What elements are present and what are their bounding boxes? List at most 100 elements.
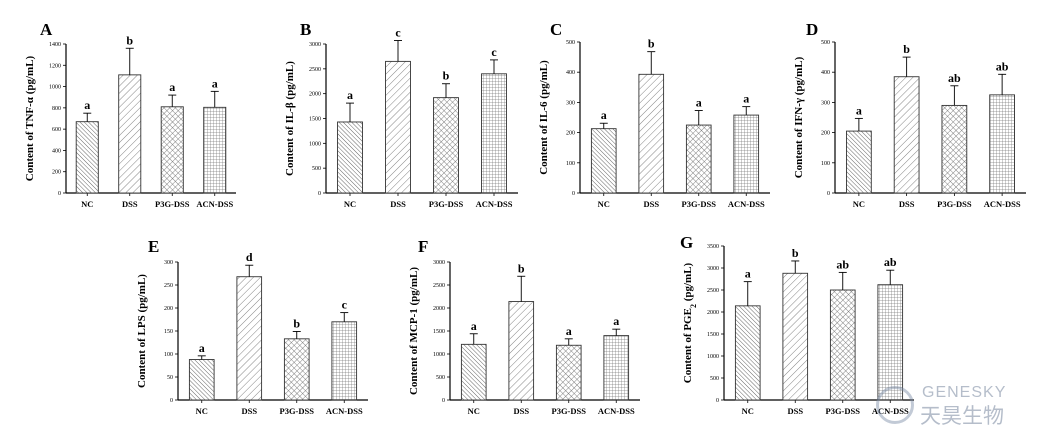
watermark-logo: GENESKY 天昊生物 xyxy=(872,382,1042,430)
y-tick-label: 400 xyxy=(566,70,575,76)
y-tick-label: 3000 xyxy=(433,260,445,266)
bar-dss xyxy=(385,60,411,194)
bar-nc xyxy=(75,121,99,194)
significance-letter: b xyxy=(903,42,910,56)
significance-letter: a xyxy=(745,267,751,281)
y-tick-label: 500 xyxy=(436,375,445,381)
panel-d: D Content of IFN-γ (pg/mL) 0 100 200 300 400 50… xyxy=(793,20,1026,209)
panel-e: E Content of LPS (pg/mL) 0 50 100 150 200 250 30… xyxy=(136,237,368,416)
y-tick-label: 100 xyxy=(164,352,173,358)
category-label: DSS xyxy=(513,406,529,416)
y-tick-label: 150 xyxy=(164,329,173,335)
y-tick-label: 500 xyxy=(566,40,575,46)
bar-dss xyxy=(236,276,263,401)
bar-dss xyxy=(638,73,665,194)
y-tick-label: 400 xyxy=(52,148,61,154)
y-tick-label: 300 xyxy=(164,260,173,266)
bar-nc xyxy=(337,121,363,194)
panel-letter: F xyxy=(418,237,428,256)
y-tick-label: 1000 xyxy=(49,85,61,91)
y-tick-label: 500 xyxy=(312,166,321,172)
panel-letter: E xyxy=(148,237,159,256)
y-axis-label: Content of IFN-γ (pg/mL) xyxy=(793,56,805,178)
panel-b: B Content of IL-β (pg/mL) 0 500 1000 1500 2000… xyxy=(284,20,518,209)
y-tick-label: 0 xyxy=(318,191,321,197)
significance-letter: b xyxy=(293,316,300,330)
bar-p3g-dss xyxy=(433,97,459,194)
y-tick-label: 2500 xyxy=(309,67,321,73)
significance-letter: ab xyxy=(836,257,849,271)
bar-acn-dss xyxy=(481,73,507,194)
panel-letter: G xyxy=(680,233,693,252)
significance-letter: d xyxy=(246,250,253,264)
bar-nc xyxy=(846,130,872,194)
panel-c: C Content of IL-6 (pg/mL) 0 100 200 300 400 500… xyxy=(538,20,770,209)
significance-letter: c xyxy=(395,26,401,40)
category-label: DSS xyxy=(390,199,406,209)
category-label: ACN-DSS xyxy=(984,199,1021,209)
significance-letter: a xyxy=(169,80,175,94)
category-label: ACN-DSS xyxy=(196,199,233,209)
y-tick-label: 1200 xyxy=(49,63,61,69)
category-label: P3G-DSS xyxy=(155,199,190,209)
watermark-text-cn: 天昊生物 xyxy=(920,404,1004,428)
category-label: NC xyxy=(598,199,610,209)
significance-letter: a xyxy=(856,103,862,117)
bar-acn-dss xyxy=(877,284,904,401)
category-label: ACN-DSS xyxy=(728,199,765,209)
y-tick-label: 0 xyxy=(827,191,830,197)
y-tick-label: 1400 xyxy=(49,42,61,48)
bar-acn-dss xyxy=(331,321,358,401)
y-tick-label: 1000 xyxy=(309,141,321,147)
significance-letter: a xyxy=(613,314,619,328)
y-tick-label: 200 xyxy=(821,131,830,137)
y-tick-label: 2500 xyxy=(707,288,719,294)
y-tick-label: 0 xyxy=(170,398,173,404)
bar-dss xyxy=(893,76,920,194)
significance-letter: a xyxy=(347,88,353,102)
significance-letter: a xyxy=(601,108,607,122)
y-tick-label: 3000 xyxy=(707,266,719,272)
y-tick-label: 1000 xyxy=(433,352,445,358)
y-tick-label: 0 xyxy=(58,191,61,197)
significance-letter: b xyxy=(126,33,133,47)
category-label: NC xyxy=(853,199,865,209)
y-axis-label: Content of IL-6 (pg/mL) xyxy=(538,60,550,175)
y-tick-label: 0 xyxy=(716,398,719,404)
significance-letter: c xyxy=(342,298,348,312)
significance-letter: a xyxy=(199,341,205,355)
bar-dss xyxy=(782,272,809,401)
significance-letter: ab xyxy=(884,255,897,269)
category-label: DSS xyxy=(787,406,803,416)
category-label: DSS xyxy=(241,406,257,416)
category-label: P3G-DSS xyxy=(552,406,587,416)
bar-nc xyxy=(590,128,617,194)
bar-dss xyxy=(508,301,535,401)
bar-p3g-dss xyxy=(555,344,582,401)
panel-letter: A xyxy=(40,20,53,39)
y-tick-label: 2000 xyxy=(707,310,719,316)
bar-acn-dss xyxy=(733,114,760,194)
panels-group: A Content of TNF-α (pg/mL) 0 200 400 600 800 10… xyxy=(24,20,1026,416)
y-axis-label: Content of TNF-α (pg/mL) xyxy=(24,55,36,181)
genesky-logo-icon xyxy=(876,386,914,424)
y-axis-label: Content of MCP-1 (pg/mL) xyxy=(408,267,420,395)
y-tick-label: 500 xyxy=(710,376,719,382)
panel-f: F Content of MCP-1 (pg/mL) 0 500 1000 1500 200… xyxy=(408,237,640,416)
y-tick-label: 300 xyxy=(821,100,830,106)
y-tick-label: 0 xyxy=(572,191,575,197)
bar-acn-dss xyxy=(203,106,227,194)
significance-letter: a xyxy=(471,319,477,333)
significance-letter: a xyxy=(743,92,749,106)
bar-p3g-dss xyxy=(685,124,712,194)
y-axis-label: Content of LPS (pg/mL) xyxy=(136,274,148,388)
y-tick-label: 1500 xyxy=(707,332,719,338)
bar-nc xyxy=(734,305,761,401)
y-tick-label: 300 xyxy=(566,100,575,106)
y-axis-label: Content of PGE2 (pg/mL) xyxy=(682,262,698,383)
bar-p3g-dss xyxy=(160,106,184,194)
y-tick-label: 2000 xyxy=(309,92,321,98)
category-label: DSS xyxy=(899,199,915,209)
y-tick-label: 1000 xyxy=(707,354,719,360)
